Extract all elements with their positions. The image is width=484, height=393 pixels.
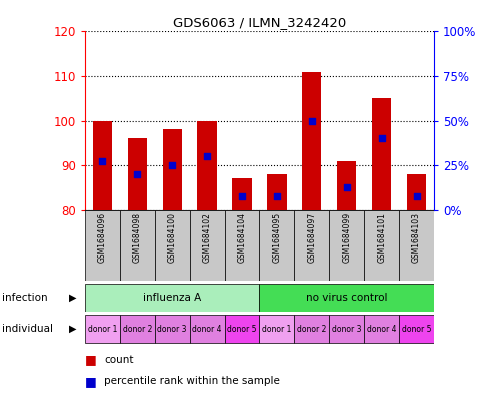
Bar <box>329 315 363 343</box>
Point <box>98 158 106 164</box>
Text: donor 5: donor 5 <box>227 325 256 334</box>
Point <box>203 153 211 160</box>
Text: GSM1684096: GSM1684096 <box>98 212 106 263</box>
Text: percentile rank within the sample: percentile rank within the sample <box>104 376 280 386</box>
Text: GSM1684101: GSM1684101 <box>377 212 385 263</box>
Bar <box>189 315 224 343</box>
Bar <box>406 174 425 210</box>
Text: GSM1684100: GSM1684100 <box>167 212 176 263</box>
Bar <box>85 315 120 343</box>
Bar <box>127 138 147 210</box>
Bar <box>85 210 120 281</box>
Text: no virus control: no virus control <box>305 293 387 303</box>
Text: GSM1684104: GSM1684104 <box>237 212 246 263</box>
Point <box>377 135 385 141</box>
Bar <box>302 72 321 210</box>
Text: donor 1: donor 1 <box>262 325 291 334</box>
Text: donor 2: donor 2 <box>297 325 326 334</box>
Bar <box>259 284 433 312</box>
Bar <box>189 210 224 281</box>
Bar <box>232 178 251 210</box>
Text: donor 3: donor 3 <box>157 325 186 334</box>
Bar <box>162 129 182 210</box>
Bar <box>224 315 259 343</box>
Text: GSM1684097: GSM1684097 <box>307 212 316 263</box>
Bar <box>294 210 329 281</box>
Text: donor 3: donor 3 <box>332 325 361 334</box>
Bar <box>329 210 363 281</box>
Bar <box>363 315 398 343</box>
Point <box>412 193 420 200</box>
Text: infection: infection <box>2 293 48 303</box>
Text: individual: individual <box>2 324 53 334</box>
Text: donor 4: donor 4 <box>192 325 221 334</box>
Bar <box>259 210 294 281</box>
Text: donor 5: donor 5 <box>401 325 430 334</box>
Text: GSM1684098: GSM1684098 <box>133 212 141 263</box>
Title: GDS6063 / ILMN_3242420: GDS6063 / ILMN_3242420 <box>172 16 346 29</box>
Text: GSM1684102: GSM1684102 <box>202 212 211 263</box>
Text: donor 2: donor 2 <box>122 325 151 334</box>
Bar <box>197 121 216 210</box>
Text: count: count <box>104 354 134 365</box>
Text: ■: ■ <box>85 353 100 366</box>
Point <box>238 193 245 200</box>
Bar <box>336 161 356 210</box>
Point <box>307 118 315 124</box>
Text: ▶: ▶ <box>69 324 76 334</box>
Bar <box>92 121 112 210</box>
Bar <box>294 315 329 343</box>
Text: GSM1684095: GSM1684095 <box>272 212 281 263</box>
Text: influenza A: influenza A <box>143 293 201 303</box>
Bar <box>371 98 391 210</box>
Point <box>133 171 141 177</box>
Bar <box>120 210 154 281</box>
Point <box>168 162 176 168</box>
Text: donor 4: donor 4 <box>366 325 395 334</box>
Text: ▶: ▶ <box>69 293 76 303</box>
Text: donor 1: donor 1 <box>88 325 117 334</box>
Bar <box>267 174 286 210</box>
Text: GSM1684099: GSM1684099 <box>342 212 350 263</box>
Bar <box>154 315 189 343</box>
Bar <box>398 315 433 343</box>
Bar <box>224 210 259 281</box>
Bar <box>85 284 259 312</box>
Bar <box>120 315 154 343</box>
Text: GSM1684103: GSM1684103 <box>411 212 420 263</box>
Bar <box>398 210 433 281</box>
Bar <box>259 315 294 343</box>
Point <box>272 193 280 200</box>
Bar <box>154 210 189 281</box>
Text: ■: ■ <box>85 375 100 388</box>
Point <box>342 184 350 191</box>
Bar <box>363 210 398 281</box>
